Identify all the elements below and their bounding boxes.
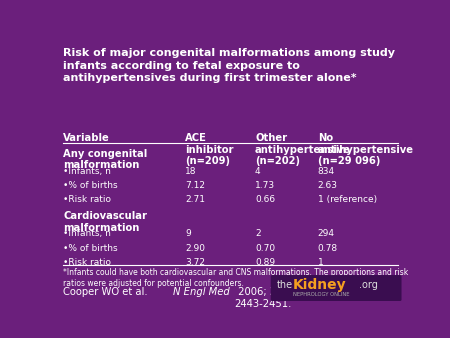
Text: *Infants could have both cardiovascular and CNS malformations. The proportions a: *Infants could have both cardiovascular …: [63, 267, 409, 288]
Text: 7.12: 7.12: [185, 181, 205, 190]
Text: 0.66: 0.66: [255, 195, 275, 204]
Text: 9: 9: [185, 229, 191, 238]
Text: •% of births: •% of births: [63, 181, 118, 190]
Text: 1.73: 1.73: [255, 181, 275, 190]
Text: 4: 4: [255, 167, 261, 176]
Text: 1 (reference): 1 (reference): [318, 195, 377, 204]
Text: 294: 294: [318, 229, 335, 238]
Text: 2006; 354:
2443-2451.: 2006; 354: 2443-2451.: [234, 287, 292, 309]
Text: 2.71: 2.71: [185, 195, 205, 204]
Text: the: the: [277, 280, 293, 290]
Text: Any congenital
malformation: Any congenital malformation: [63, 149, 148, 170]
Text: 0.89: 0.89: [255, 258, 275, 267]
Text: 0.70: 0.70: [255, 244, 275, 252]
Text: 0.78: 0.78: [318, 244, 338, 252]
Text: •Risk ratio: •Risk ratio: [63, 195, 111, 204]
Text: Variable: Variable: [63, 133, 110, 143]
Text: Other
antihypertensive
(n=202): Other antihypertensive (n=202): [255, 133, 351, 166]
Text: •Infants, n: •Infants, n: [63, 167, 111, 176]
Text: Kidney: Kidney: [292, 278, 346, 292]
Text: N Engl Med: N Engl Med: [173, 287, 230, 297]
Text: Cardiovascular
malformation: Cardiovascular malformation: [63, 211, 147, 233]
Text: •% of births: •% of births: [63, 244, 118, 252]
Text: 2.63: 2.63: [318, 181, 338, 190]
Text: 18: 18: [185, 167, 197, 176]
FancyBboxPatch shape: [271, 275, 401, 301]
Text: ACE
inhibitor
(n=209): ACE inhibitor (n=209): [185, 133, 234, 166]
Text: 3.72: 3.72: [185, 258, 205, 267]
Text: 2: 2: [255, 229, 261, 238]
Text: Risk of major congenital malformations among study
infants according to fetal ex: Risk of major congenital malformations a…: [63, 48, 395, 83]
Text: No
antihypertensive
(n=29 096): No antihypertensive (n=29 096): [318, 133, 414, 166]
Text: •Risk ratio: •Risk ratio: [63, 258, 111, 267]
Text: •Infants, n: •Infants, n: [63, 229, 111, 238]
Text: 834: 834: [318, 167, 335, 176]
Text: 1: 1: [318, 258, 324, 267]
Text: NEPHROLOGY ONLINE: NEPHROLOGY ONLINE: [292, 292, 349, 296]
Text: .org: .org: [359, 280, 378, 290]
Text: 2.90: 2.90: [185, 244, 205, 252]
Text: Cooper WO et al.: Cooper WO et al.: [63, 287, 151, 297]
